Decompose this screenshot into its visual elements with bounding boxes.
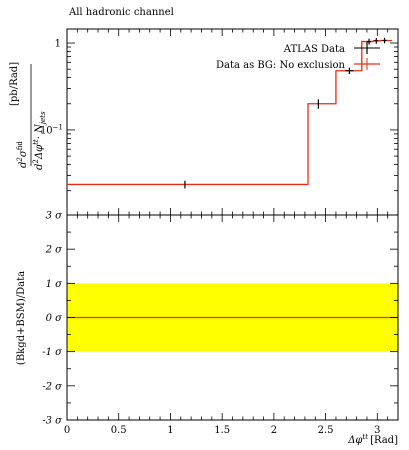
ratio-y-tick-label: -2 σ [42,381,63,392]
main-y-axis-units: [pb/Rad] [9,62,20,106]
main-y-axis-label-denominator: d2Δφtt· Njets [32,111,47,170]
prediction-step-path [67,39,392,186]
main-panel-frame [66,28,399,216]
data-points [184,37,387,189]
x-tick-label: 0.5 [111,425,127,436]
x-tick-label: 1.5 [214,425,230,436]
x-tick-label: 2 [271,425,277,436]
legend-label-prediction: Data as BG: No exclusion [216,60,346,71]
prediction-step-line [67,39,392,186]
ratio-y-tick-label: 2 σ [45,245,64,256]
x-tick-label: 0 [64,425,70,436]
legend-label-data: ATLAS Data [283,44,345,55]
x-tick-label: 2.5 [318,425,334,436]
ratio-y-tick-label: 3 σ [46,211,64,222]
main-y-tick-label: 10−1 [40,123,63,136]
x-tick-label: 3 [374,425,380,436]
ratio-y-tick-label: 1 σ [46,279,64,290]
x-axis-label: Δφtt [Rad] [347,433,398,446]
ratio-panel: 3 σ 2 σ 1 σ 0 σ -1 σ -2 σ -3 σ 0 0.5 1 1.5 2 2.5 3 (… [16,211,399,436]
chart-title: All hadronic channel [68,7,174,18]
ratio-y-axis-label: (Bkgd+BSM)/Data [16,271,27,365]
data-point [374,38,379,44]
ratio-y-tick-label: -1 σ [42,347,63,358]
data-point [345,67,354,75]
ratio-y-tick-label: -3 σ [42,416,63,427]
legend: ATLAS Data Data as BG: No exclusion [216,42,380,71]
main-y-ticks: 1 10−1 [40,39,398,192]
ratio-y-tick-label: 0 σ [46,313,64,324]
main-x-ticks [66,29,389,215]
main-y-tick-label: 1 [55,39,61,50]
ratio-x-ticks: 0 0.5 1 1.5 2 2.5 3 [64,215,389,436]
x-tick-label: 1 [167,425,173,436]
data-point [366,38,372,45]
data-point [382,37,387,44]
main-y-axis-label: d2σfid [16,141,29,168]
main-panel: 1 10−1 ATLAS Data Data as BG: No exclusio… [9,28,399,216]
ratio-y-ticks: 3 σ 2 σ 1 σ 0 σ -1 σ -2 σ -3 σ [42,211,398,427]
